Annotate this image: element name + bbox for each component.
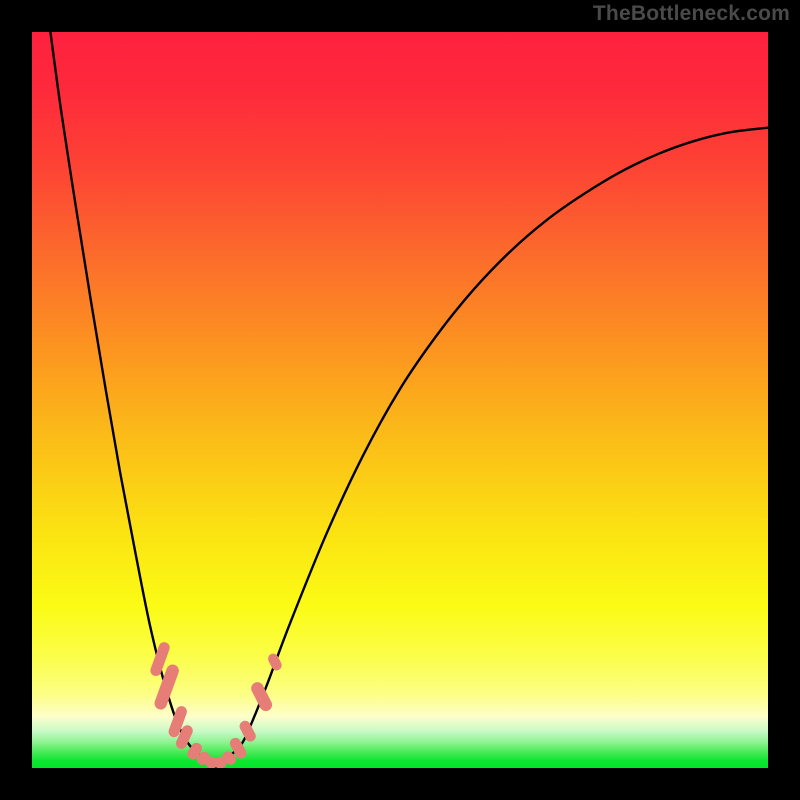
watermark-label: TheBottleneck.com: [593, 2, 790, 26]
plot-background-gradient: [32, 32, 768, 768]
bottleneck-curve-chart: [0, 0, 800, 800]
chart-container: TheBottleneck.com: [0, 0, 800, 800]
